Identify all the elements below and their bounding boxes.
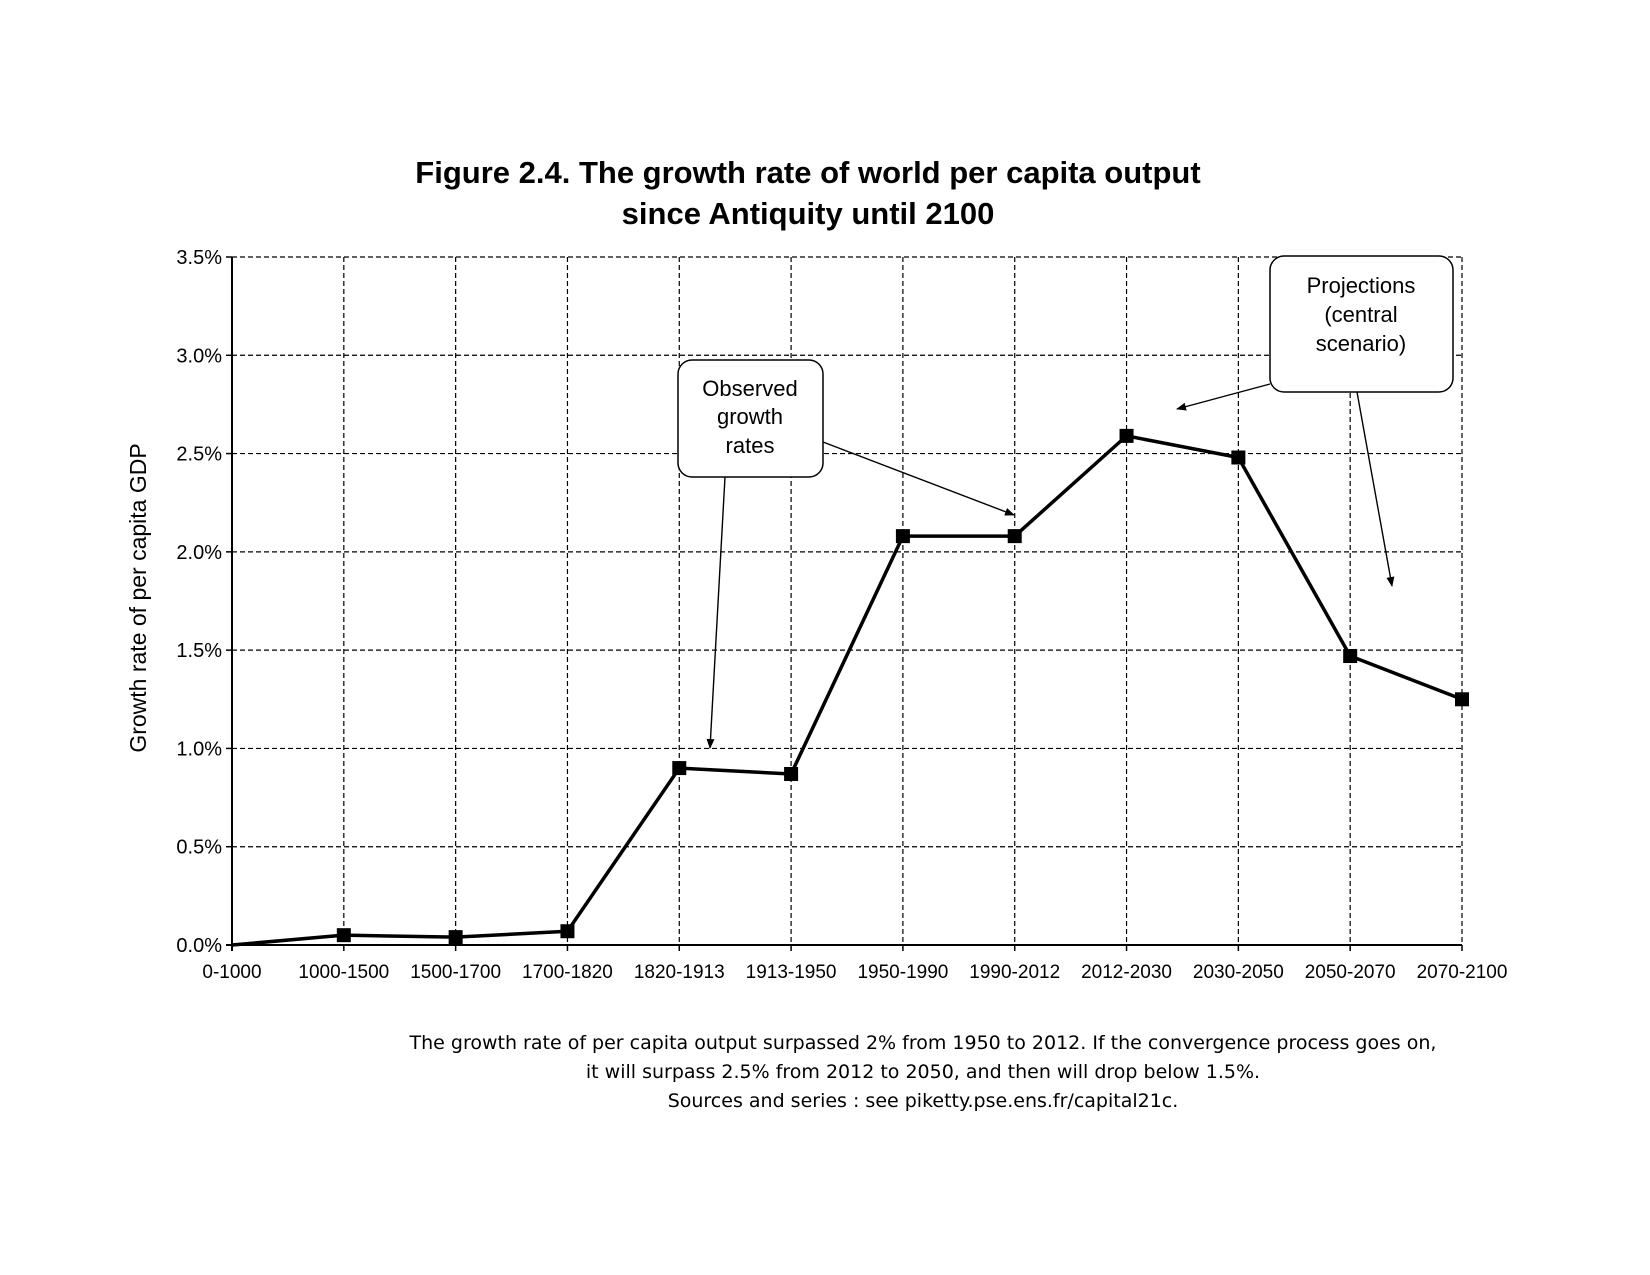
caption-line-1: The growth rate of per capita output sur… bbox=[409, 1032, 1437, 1054]
y-tick-label: 3.0% bbox=[176, 345, 222, 367]
data-point-marker bbox=[560, 924, 575, 939]
annotation-observed-line-3: rates bbox=[726, 433, 775, 458]
data-point-marker bbox=[1455, 692, 1469, 707]
annotation-arrow-observed-2 bbox=[822, 441, 1015, 516]
annotation-arrow-observed-1 bbox=[706, 476, 726, 749]
y-tick-label: 0.5% bbox=[176, 837, 222, 859]
x-tick-label: 1990-2012 bbox=[969, 962, 1060, 983]
x-tick-label: 1000-1500 bbox=[298, 962, 389, 983]
annotation-projections: Projections (central scenario) bbox=[1176, 255, 1454, 587]
y-tick-label: 0.0% bbox=[176, 935, 222, 957]
annotation-observed-line-2: growth bbox=[717, 404, 783, 429]
annotation-arrow-projections-1 bbox=[1176, 383, 1271, 411]
data-point-marker bbox=[336, 928, 351, 943]
annotation-box-projections bbox=[1269, 255, 1454, 393]
annotation-projections-line-2: (central bbox=[1324, 302, 1397, 327]
x-tick-label: 1913-1950 bbox=[746, 962, 837, 983]
x-tick-label: 2030-2050 bbox=[1193, 962, 1284, 983]
y-tick-label: 2.0% bbox=[176, 542, 222, 564]
data-point-marker bbox=[1343, 649, 1358, 664]
y-tick-label: 2.5% bbox=[176, 444, 222, 466]
annotation-observed-line-1: Observed bbox=[702, 376, 797, 401]
x-tick-label: 1700-1820 bbox=[522, 962, 613, 983]
chart-title-line-2: since Antiquity until 2100 bbox=[621, 196, 995, 231]
annotation-layer: Observed growth rates Projections (centr… bbox=[677, 255, 1454, 749]
y-tick-label: 3.5% bbox=[176, 247, 222, 269]
x-tick-label: 0-1000 bbox=[202, 962, 261, 983]
data-point-marker bbox=[672, 761, 687, 776]
tick-labels: 0.0% 0.5% 1.0% 1.5% 2.0% 2.5% 3.0% 3.5% 0-1000 10… bbox=[176, 247, 1507, 983]
x-tick-label: 2070-2100 bbox=[1417, 962, 1508, 983]
x-tick-label: 1500-1700 bbox=[410, 962, 501, 983]
data-point-marker bbox=[1119, 428, 1134, 443]
chart-title-line-1: Figure 2.4. The growth rate of world per… bbox=[415, 155, 1201, 190]
x-tick-label: 1950-1990 bbox=[857, 962, 948, 983]
x-tick-label: 2012-2030 bbox=[1081, 962, 1172, 983]
data-point-marker bbox=[895, 529, 910, 544]
annotation-observed: Observed growth rates bbox=[677, 359, 1015, 749]
data-point-marker bbox=[448, 930, 463, 945]
data-point-marker bbox=[1231, 450, 1246, 465]
caption-line-2: it will surpass 2.5% from 2012 to 2050, … bbox=[585, 1061, 1261, 1083]
annotation-box-observed bbox=[677, 359, 824, 478]
y-tick-label: 1.0% bbox=[176, 738, 222, 760]
x-tick-label: 1820-1913 bbox=[634, 962, 725, 983]
y-axis-label: Growth rate of per capita GDP bbox=[125, 443, 151, 752]
axes-layer bbox=[226, 256, 1463, 951]
data-point-marker bbox=[784, 766, 799, 781]
y-tick-label: 1.5% bbox=[176, 640, 222, 662]
annotation-projections-line-3: scenario) bbox=[1316, 331, 1406, 356]
annotation-projections-line-1: Projections bbox=[1307, 273, 1416, 298]
caption-line-3: Sources and series : see piketty.pse.ens… bbox=[667, 1090, 1179, 1112]
data-point-marker bbox=[1007, 529, 1022, 544]
series-layer bbox=[231, 428, 1469, 947]
x-tick-label: 2050-2070 bbox=[1305, 962, 1396, 983]
series-line bbox=[231, 434, 1463, 947]
annotation-arrow-projections-2 bbox=[1356, 391, 1395, 587]
